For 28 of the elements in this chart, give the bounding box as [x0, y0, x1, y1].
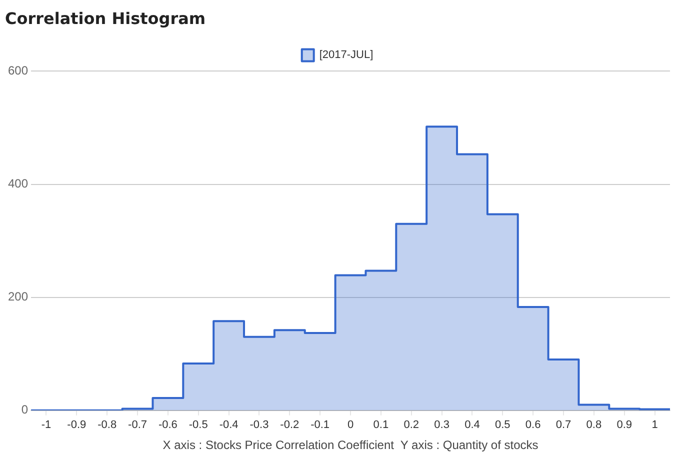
y-tick-label: 400	[8, 176, 28, 191]
x-tick-label: 0.8	[586, 419, 602, 432]
y-tick-label: 200	[8, 290, 28, 304]
x-axis-title: X axis : Stocks Price Correlation Coefficient Y axis : Quantity of stocks	[162, 438, 538, 452]
x-tick-label: -0.2	[280, 419, 300, 432]
x-tick-label: 0.4	[464, 419, 480, 432]
x-tick-label: -1	[41, 419, 52, 432]
chart-title: Correlation Histogram	[5, 8, 206, 28]
legend-label: [2017-JUL]	[319, 49, 374, 62]
y-tick-label: 0	[21, 402, 28, 417]
x-tick-label: 0.5	[495, 419, 510, 432]
x-tick-label: 0.6	[525, 419, 541, 432]
x-tick-label: 0	[347, 419, 354, 432]
x-tick-label: -0.1	[310, 419, 330, 432]
x-tick-label: 1	[652, 419, 658, 432]
x-tick-label: -0.9	[67, 419, 86, 432]
x-tick-label: 0.7	[556, 419, 572, 432]
x-tick-label: -0.6	[158, 419, 178, 432]
x-tick-label: 0.2	[404, 419, 420, 432]
x-tick-label: -0.7	[128, 419, 147, 432]
x-tick-label: -0.8	[98, 419, 117, 432]
y-tick-label: 600	[8, 64, 28, 78]
x-tick-label: -0.3	[250, 419, 269, 432]
x-tick-label: 0.9	[616, 419, 632, 432]
x-tick-label: 0.1	[373, 419, 389, 432]
x-tick-label: 0.3	[434, 419, 450, 432]
x-tick-label: -0.4	[219, 419, 238, 432]
x-tick-label: -0.5	[188, 419, 208, 432]
